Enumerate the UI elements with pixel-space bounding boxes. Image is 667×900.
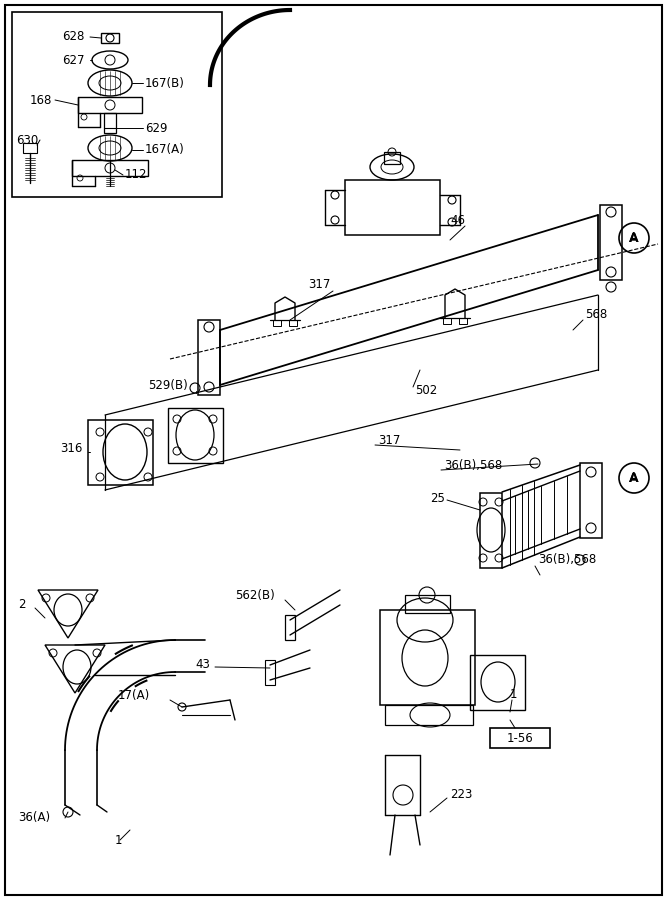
Text: 628: 628 (62, 31, 84, 43)
Text: 25: 25 (430, 491, 445, 505)
Bar (285, 615, 295, 640)
Bar (443, 318, 451, 324)
Text: 43: 43 (195, 659, 210, 671)
Text: 36(B),568: 36(B),568 (444, 458, 502, 472)
Text: 630: 630 (16, 133, 38, 147)
Bar (459, 318, 467, 324)
Bar (78, 97, 142, 113)
Text: 167(A): 167(A) (145, 143, 185, 157)
Bar (600, 205, 622, 280)
Bar (273, 320, 281, 326)
Text: A: A (629, 231, 639, 245)
Bar (345, 180, 440, 235)
Text: 168: 168 (30, 94, 53, 106)
Bar (405, 595, 450, 613)
Text: 317: 317 (378, 434, 400, 446)
Bar (12, 12, 222, 197)
Text: 36(A): 36(A) (18, 812, 50, 824)
Text: 502: 502 (415, 383, 438, 397)
Text: 167(B): 167(B) (145, 76, 185, 89)
Text: 1: 1 (510, 688, 518, 701)
Text: 317: 317 (308, 278, 330, 292)
Text: 1-56: 1-56 (507, 732, 534, 744)
Bar (384, 152, 400, 164)
Bar (265, 660, 275, 685)
Text: 2: 2 (18, 598, 25, 611)
Bar (470, 655, 525, 710)
Text: 562(B): 562(B) (235, 589, 275, 601)
Text: 529(B): 529(B) (148, 379, 187, 392)
Text: 568: 568 (585, 309, 607, 321)
Text: 46: 46 (450, 213, 465, 227)
Bar (88, 420, 153, 485)
Text: A: A (629, 231, 639, 245)
Bar (101, 33, 119, 43)
Text: A: A (629, 472, 639, 484)
Bar (72, 160, 148, 176)
Text: 112: 112 (125, 168, 147, 182)
Text: 1: 1 (115, 833, 123, 847)
Text: 316: 316 (60, 442, 83, 454)
Text: 17(A): 17(A) (118, 688, 150, 701)
Bar (490, 728, 550, 748)
Bar (480, 493, 502, 568)
Bar (23, 143, 37, 153)
Text: A: A (629, 471, 639, 485)
Bar (168, 408, 223, 463)
Text: 627: 627 (62, 53, 85, 67)
Bar (289, 320, 297, 326)
Bar (580, 463, 602, 538)
Bar (385, 705, 473, 725)
Text: 36(B),568: 36(B),568 (538, 554, 596, 566)
Bar (198, 320, 220, 395)
Text: 223: 223 (450, 788, 472, 802)
Bar (104, 113, 116, 133)
Bar (380, 610, 475, 705)
Text: 629: 629 (145, 122, 167, 134)
